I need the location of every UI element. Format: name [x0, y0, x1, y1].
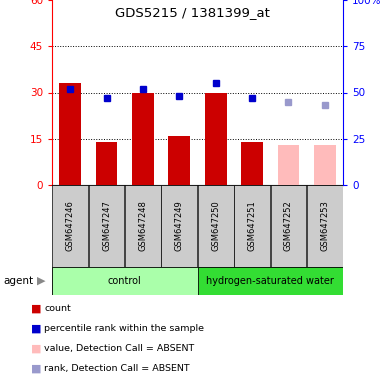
Text: ■: ■ [31, 324, 41, 334]
Bar [205, 93, 227, 185]
Text: rank, Detection Call = ABSENT: rank, Detection Call = ABSENT [44, 364, 190, 373]
Bar [241, 142, 263, 185]
Bar [52, 267, 198, 295]
Text: hydrogen-saturated water: hydrogen-saturated water [206, 276, 334, 286]
Bar [278, 145, 300, 185]
Bar [95, 142, 117, 185]
Text: percentile rank within the sample: percentile rank within the sample [44, 324, 204, 333]
Text: GSM647252: GSM647252 [284, 200, 293, 252]
Bar [52, 185, 88, 267]
Bar [198, 185, 234, 267]
Text: GSM647246: GSM647246 [66, 200, 75, 252]
Text: ■: ■ [31, 343, 41, 353]
Text: count: count [44, 305, 71, 313]
Text: GSM647248: GSM647248 [139, 200, 147, 252]
Text: value, Detection Call = ABSENT: value, Detection Call = ABSENT [44, 344, 194, 353]
Text: GSM647250: GSM647250 [211, 200, 220, 252]
Text: control: control [108, 276, 142, 286]
Text: agent: agent [4, 276, 34, 286]
Text: GSM647251: GSM647251 [248, 200, 256, 252]
Text: ▶: ▶ [37, 276, 45, 286]
Text: GDS5215 / 1381399_at: GDS5215 / 1381399_at [115, 6, 270, 19]
Text: GSM647249: GSM647249 [175, 200, 184, 252]
Bar [198, 267, 343, 295]
Bar [314, 145, 336, 185]
Bar [307, 185, 343, 267]
Bar [125, 185, 161, 267]
Text: GSM647253: GSM647253 [320, 200, 329, 252]
Bar [271, 185, 306, 267]
Bar [89, 185, 124, 267]
Text: ■: ■ [31, 363, 41, 373]
Text: GSM647247: GSM647247 [102, 200, 111, 252]
Bar [161, 185, 197, 267]
Bar [132, 93, 154, 185]
Bar [59, 83, 81, 185]
Bar [168, 136, 190, 185]
Bar [234, 185, 270, 267]
Text: ■: ■ [31, 304, 41, 314]
